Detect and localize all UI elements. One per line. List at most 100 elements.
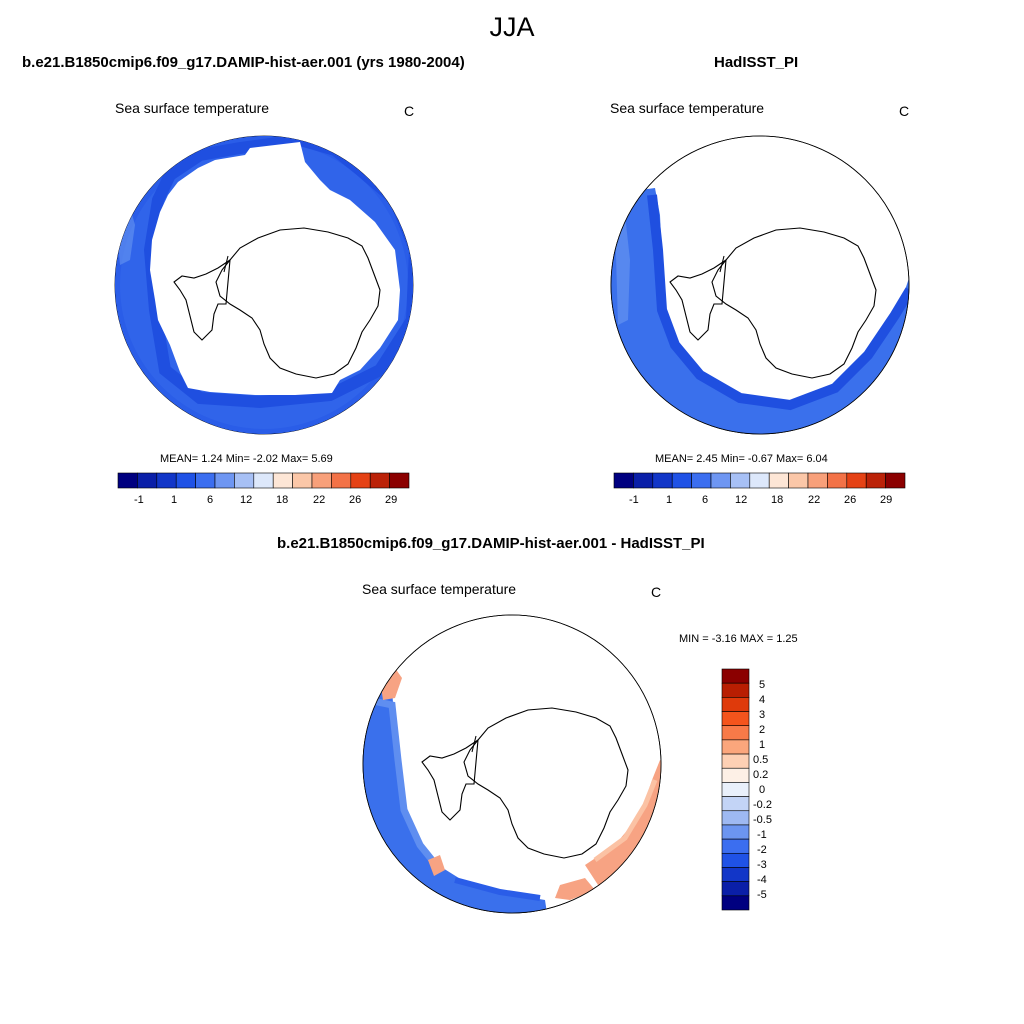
colorbar-swatch (730, 472, 751, 489)
colorbar-swatch (652, 472, 673, 489)
colorbar-swatch (633, 472, 654, 489)
diff-variable-label: Sea surface temperature (362, 581, 517, 597)
colorbar-swatch (721, 895, 750, 911)
colorbar-swatch (671, 472, 692, 489)
colorbar-swatch (721, 824, 750, 840)
colorbar-swatch (846, 472, 867, 489)
diff-colorbar-label: -1 (757, 829, 767, 841)
colorbar-swatch (311, 472, 332, 489)
obs-units-label: C (899, 103, 910, 119)
colorbar-swatch (768, 472, 789, 489)
colorbar-swatch (710, 472, 731, 489)
colorbar-swatch (175, 472, 196, 489)
colorbar-swatch (721, 782, 750, 797)
colorbar-swatch (117, 472, 138, 489)
model-colorbar-label: 26 (349, 494, 362, 506)
obs-colorbar-label: 18 (771, 494, 784, 506)
colorbar-swatch (807, 472, 828, 489)
colorbar-swatch (721, 810, 750, 826)
colorbar-swatch (272, 472, 293, 489)
colorbar-swatch (721, 852, 750, 868)
colorbar-swatch (691, 472, 712, 489)
colorbar-swatch (721, 682, 750, 698)
diff-panel-title: b.e21.B1850cmip6.f09_g17.DAMIP-hist-aer.… (277, 535, 705, 552)
obs-stats: MEAN= 2.45 Min= -0.67 Max= 6.04 (655, 453, 828, 465)
colorbar-swatch (721, 753, 750, 769)
colorbar-swatch (369, 472, 390, 489)
diff-colorbar-label: -4 (757, 874, 767, 886)
colorbar-swatch (749, 472, 770, 489)
colorbar-swatch (214, 472, 235, 489)
model-colorbar-label: 1 (171, 494, 178, 506)
diff-colorbar-label: -5 (757, 889, 767, 901)
diff-map (362, 614, 662, 914)
obs-sea-ice-field (611, 180, 909, 434)
colorbar-swatch (865, 472, 886, 489)
model-map (114, 135, 414, 435)
colorbar-swatch (721, 697, 750, 712)
model-units-label: C (404, 103, 415, 119)
model-sea-ice-field (115, 136, 413, 434)
model-colorbar-label: 18 (276, 494, 289, 506)
colorbar-swatch (788, 472, 809, 489)
diff-colorbar-label: -0.5 (753, 814, 772, 826)
model-panel-title: b.e21.B1850cmip6.f09_g17.DAMIP-hist-aer.… (22, 54, 465, 71)
obs-panel-title: HadISST_PI (714, 54, 799, 71)
diff-colorbar-label: 1 (759, 739, 766, 751)
colorbar-swatch (234, 472, 255, 489)
colorbar-swatch (721, 867, 750, 882)
diff-colorbar-label: 2 (759, 724, 766, 736)
model-colorbar-label: -1 (134, 494, 144, 506)
model-stats: MEAN= 1.24 Min= -2.02 Max= 5.69 (160, 453, 333, 465)
colorbar-swatch (885, 472, 906, 489)
colorbar-swatch (721, 767, 750, 783)
obs-colorbar-label: -1 (629, 494, 639, 506)
obs-colorbar (613, 472, 906, 489)
model-colorbar-label: 6 (207, 494, 214, 506)
colorbar-swatch (253, 472, 274, 489)
model-colorbar-label: 22 (313, 494, 326, 506)
diff-colorbar-label: 4 (759, 694, 766, 706)
diff-colorbar-label: 0.5 (753, 754, 769, 766)
obs-variable-label: Sea surface temperature (610, 100, 765, 116)
colorbar-swatch (156, 472, 177, 489)
colorbar-swatch (721, 739, 750, 755)
colorbar-swatch (827, 472, 848, 489)
obs-colorbar-label: 1 (666, 494, 673, 506)
obs-colorbar-label: 12 (735, 494, 748, 506)
obs-colorbar-label: 6 (702, 494, 709, 506)
diff-colorbar-label: 0 (759, 784, 766, 796)
diff-colorbar-label: -0.2 (753, 799, 772, 811)
diff-colorbar-label: 3 (759, 709, 766, 721)
colorbar-swatch (721, 725, 750, 741)
diff-colorbar-label: 5 (759, 679, 766, 691)
colorbar-swatch (721, 796, 750, 812)
obs-colorbar-label: 26 (844, 494, 857, 506)
colorbar-swatch (721, 881, 750, 897)
diff-colorbar-label: -3 (757, 859, 767, 871)
colorbar-swatch (721, 711, 750, 727)
model-variable-label: Sea surface temperature (115, 100, 270, 116)
model-colorbar-label: 29 (385, 494, 398, 506)
colorbar-swatch (389, 472, 410, 489)
colorbar-swatch (137, 472, 158, 489)
diff-colorbar-label: 0.2 (753, 769, 769, 781)
diff-colorbar (721, 668, 750, 911)
obs-colorbar-label: 29 (880, 494, 893, 506)
obs-colorbar-label: 22 (808, 494, 821, 506)
colorbar-swatch (721, 668, 750, 684)
colorbar-swatch (613, 472, 634, 489)
diff-units-label: C (651, 584, 662, 600)
colorbar-swatch (350, 472, 371, 489)
model-colorbar (117, 472, 410, 489)
diff-colorbar-label: -2 (757, 844, 767, 856)
colorbar-swatch (721, 838, 750, 854)
colorbar-swatch (195, 472, 216, 489)
obs-map (610, 135, 910, 435)
colorbar-swatch (292, 472, 313, 489)
colorbar-swatch (331, 472, 352, 489)
figure-title: JJA (489, 12, 535, 42)
model-colorbar-label: 12 (240, 494, 253, 506)
diff-stats: MIN = -3.16 MAX = 1.25 (679, 633, 798, 645)
